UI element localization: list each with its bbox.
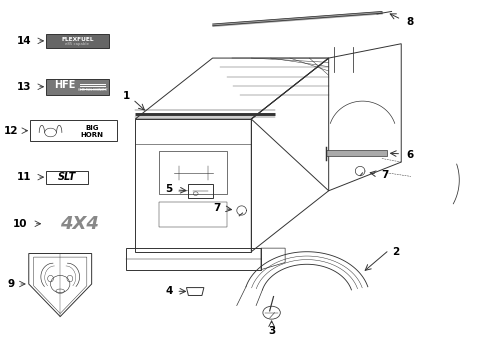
- Text: 7: 7: [380, 170, 387, 180]
- Text: 5: 5: [165, 184, 172, 194]
- Text: 2: 2: [392, 247, 399, 257]
- Text: HEMI FUEL ECONOMY: HEMI FUEL ECONOMY: [78, 88, 107, 92]
- Text: FLEXFUEL: FLEXFUEL: [61, 37, 93, 42]
- Text: BIG: BIG: [85, 125, 99, 131]
- Text: 13: 13: [17, 82, 31, 92]
- FancyBboxPatch shape: [325, 150, 386, 156]
- Text: 9: 9: [7, 279, 14, 289]
- Text: HFE: HFE: [55, 80, 76, 90]
- Text: 8: 8: [405, 17, 412, 27]
- Text: SLT: SLT: [58, 172, 76, 182]
- Text: 4: 4: [165, 286, 172, 296]
- Text: 12: 12: [3, 126, 18, 136]
- Text: 6: 6: [405, 149, 412, 159]
- Text: 11: 11: [17, 172, 31, 182]
- Text: 3: 3: [267, 326, 275, 336]
- FancyBboxPatch shape: [46, 34, 108, 48]
- Text: 7: 7: [213, 203, 221, 213]
- Text: HORN: HORN: [81, 132, 103, 138]
- Text: 10: 10: [13, 219, 28, 229]
- Text: 14: 14: [17, 36, 31, 46]
- Text: 1: 1: [122, 91, 130, 101]
- Text: e85 capable: e85 capable: [65, 42, 89, 46]
- Text: 4X4: 4X4: [60, 215, 99, 233]
- FancyBboxPatch shape: [46, 79, 108, 95]
